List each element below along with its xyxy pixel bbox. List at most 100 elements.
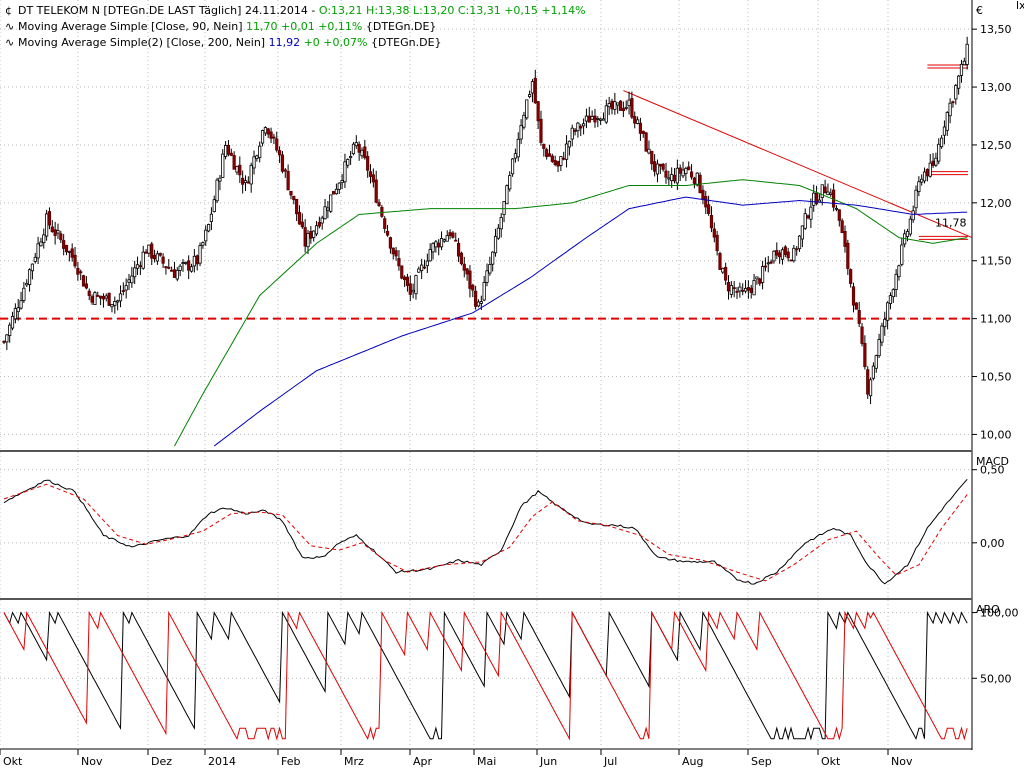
candle-body (215, 179, 219, 202)
candle-body (627, 99, 631, 107)
candle-body (866, 369, 870, 395)
candle-body (414, 275, 418, 295)
x-tick-label: Okt (3, 755, 23, 768)
candle-body (496, 227, 500, 239)
x-tick-label: Feb (281, 755, 300, 768)
candle-body (76, 267, 80, 275)
candle-body (658, 163, 662, 167)
candle-body (280, 154, 285, 172)
candle-body (775, 250, 779, 256)
candle-body (721, 268, 725, 273)
candle-body (726, 281, 731, 292)
ma90-value: 11,70 +0,01 +0,11% (246, 20, 362, 33)
candle-body (735, 290, 739, 293)
candle-body (542, 143, 546, 149)
candle-body (547, 153, 552, 157)
candle-body (559, 156, 563, 166)
candle-body (192, 255, 196, 267)
moving-average-lines (174, 179, 968, 447)
candle-body (635, 119, 640, 124)
candle-body (87, 290, 91, 296)
candle-body (113, 301, 117, 306)
candle-body (485, 270, 489, 283)
y-tick-label: 11,00 (980, 313, 1012, 326)
macd-lines (3, 478, 968, 585)
candle-body (283, 169, 287, 172)
candle-body (670, 174, 674, 182)
candle-body (786, 251, 790, 259)
candle-body (249, 165, 253, 185)
candle-body (579, 126, 583, 129)
candle-body (64, 244, 69, 253)
candle-body (351, 143, 356, 155)
candle-body (667, 177, 671, 180)
candle-body (724, 266, 728, 281)
currency-label: € (976, 4, 983, 17)
candle-body (715, 234, 719, 252)
candle-body (519, 124, 523, 140)
candle-body (863, 343, 867, 368)
candle-body (914, 189, 918, 209)
candle-body (834, 207, 839, 210)
y-tick-label: 11,50 (980, 255, 1012, 268)
x-tick-label: Nov (891, 755, 913, 768)
candle-body (81, 275, 86, 287)
candle-body (39, 241, 43, 247)
candle-body (681, 169, 685, 177)
candle-body (917, 181, 921, 192)
candle-body (266, 128, 270, 135)
ohlc-values: O:13,21 H:13,38 L:13,20 C:13,31 +0,15 +1… (319, 4, 586, 17)
candle-body (701, 189, 705, 200)
candle-body (184, 261, 188, 264)
candle-body (942, 126, 947, 136)
candle-body (510, 158, 515, 175)
x-tick-label: Apr (413, 755, 433, 768)
candle-body (647, 148, 651, 154)
corner-label: lx (1016, 0, 1024, 12)
candle-body (178, 265, 182, 271)
candle-body (653, 161, 657, 172)
candle-body (860, 326, 864, 344)
candle-body (297, 211, 302, 225)
candle-body (417, 268, 421, 273)
candle-body (306, 233, 310, 248)
candle-body (150, 243, 154, 259)
candle-body (871, 365, 876, 379)
candle-body (33, 256, 37, 262)
candle-body (849, 269, 853, 284)
aro-panel-label: ARO (976, 603, 1000, 616)
candle-body (289, 190, 293, 196)
trend-line (623, 90, 973, 239)
y-tick-label: 12,00 (980, 197, 1012, 210)
candle-body (394, 250, 398, 257)
candle-body (883, 318, 887, 328)
candle-body (920, 178, 924, 183)
candle-body (502, 201, 506, 215)
signal-line (3, 483, 968, 582)
candle-body (601, 118, 606, 121)
candle-body (99, 295, 103, 299)
candle-body (181, 262, 185, 264)
candle-body (53, 229, 57, 236)
candle-body (951, 101, 955, 104)
candle-body (550, 155, 554, 162)
candle-body (366, 155, 370, 171)
candle-body (491, 251, 495, 265)
candle-body (888, 295, 893, 304)
candle-body (692, 177, 697, 184)
candle-body (508, 175, 512, 190)
candle-body (880, 325, 884, 343)
candle-body (797, 235, 802, 250)
candle-body (729, 285, 733, 295)
candle-body (937, 143, 941, 162)
candle-body (445, 235, 449, 242)
candle-body (59, 233, 63, 241)
candle-body (499, 217, 503, 230)
y-tick-label: 10,50 (980, 371, 1012, 384)
candle-body (644, 132, 648, 152)
candle-body (633, 116, 637, 124)
candle-body (590, 116, 594, 120)
candle-body (238, 164, 242, 176)
price-candles (2, 36, 969, 405)
candle-body (746, 287, 750, 291)
